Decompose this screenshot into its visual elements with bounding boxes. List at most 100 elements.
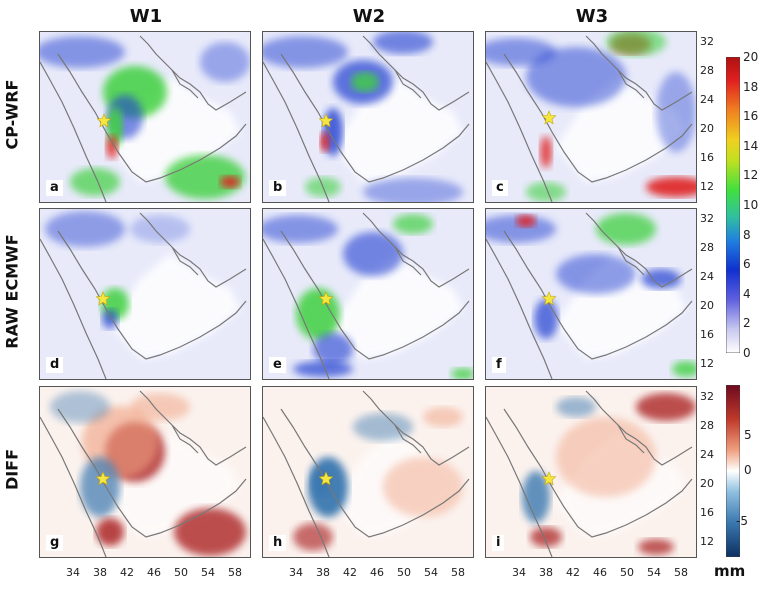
panel-label: a: [46, 180, 63, 196]
lon-tick-label: 54: [647, 566, 661, 579]
panel-label: c: [492, 180, 508, 196]
field-blob: [263, 36, 348, 68]
precip-colorbar-tick: 6: [743, 257, 751, 272]
star-marker: [541, 471, 557, 486]
coastline: [263, 416, 330, 557]
coastline: [486, 416, 553, 557]
row-title-raw-ecmwf: RAW ECMWF: [2, 234, 22, 349]
field-blob: [320, 132, 330, 152]
field-blob: [556, 397, 596, 417]
lat-tick-label: 20: [700, 299, 714, 312]
field-blob: [423, 407, 463, 427]
lat-tick-label: 16: [700, 151, 714, 164]
map-field-i: [486, 387, 696, 557]
panel-label: d: [46, 357, 64, 373]
precip-colorbar-tick: 10: [743, 198, 759, 212]
coastline: [263, 61, 330, 202]
lon-tick-label: 38: [539, 566, 553, 579]
coastline: [171, 424, 199, 454]
lat-tick-label: 16: [700, 506, 714, 519]
unit-label: mm: [714, 562, 746, 580]
field-blob: [530, 527, 562, 547]
coastline: [617, 246, 645, 276]
coastline: [263, 238, 330, 379]
star-marker: [95, 471, 111, 486]
map-field-f: [486, 209, 696, 379]
precip-colorbar: [726, 57, 740, 353]
field-blob: [165, 155, 245, 199]
field-blob: [646, 177, 696, 197]
coastline: [503, 390, 693, 538]
lat-tick-label: 24: [700, 448, 714, 461]
field-blob: [534, 299, 558, 339]
lon-tick-label: 46: [593, 566, 607, 579]
precip-colorbar-tick: 18: [743, 79, 759, 94]
lat-tick-label: 12: [700, 535, 714, 548]
column-title-w1: W1: [129, 6, 163, 27]
field-blob: [393, 214, 433, 234]
row-title-diff: DIFF: [2, 448, 22, 491]
lon-tick-label: 54: [201, 566, 215, 579]
precip-colorbar-tick: 8: [743, 227, 751, 242]
field-blob: [106, 135, 118, 159]
panel-label: g: [46, 535, 64, 551]
field-blob: [293, 361, 353, 377]
diff-colorbar-tick: 5: [744, 428, 752, 442]
field-blob: [351, 72, 379, 92]
coastline: [40, 416, 107, 557]
map-panel-d: d: [39, 208, 251, 380]
field-blob: [293, 523, 333, 551]
map-field-g: [40, 387, 250, 557]
lon-tick-label: 58: [451, 566, 465, 579]
coastline: [57, 35, 247, 183]
coastline: [617, 424, 645, 454]
coastline: [171, 246, 199, 276]
map-panel-e: e: [262, 208, 474, 380]
lon-tick-label: 46: [370, 566, 384, 579]
field-blob: [451, 368, 473, 379]
field-blob: [353, 413, 413, 441]
map-panel-g: g: [39, 386, 251, 558]
panel-label: i: [492, 535, 505, 551]
field-blob: [296, 288, 340, 340]
field-blob: [522, 471, 550, 523]
lon-tick-label: 58: [228, 566, 242, 579]
diff-colorbar: [726, 385, 740, 557]
coastline: [394, 246, 422, 276]
lon-tick-label: 34: [289, 566, 303, 579]
field-blob: [70, 168, 120, 196]
precip-colorbar-tick: 2: [743, 316, 751, 331]
coastline: [57, 390, 247, 538]
lat-tick-label: 28: [700, 64, 714, 77]
coastline: [486, 238, 553, 379]
lon-tick-label: 34: [66, 566, 80, 579]
panel-label: e: [269, 357, 286, 373]
field-blob: [45, 211, 125, 247]
field-blob: [636, 393, 696, 421]
field-blob: [102, 309, 118, 329]
lat-tick-label: 12: [700, 357, 714, 370]
lon-tick-label: 58: [674, 566, 688, 579]
row-title-cp-wrf: CP-WRF: [2, 79, 22, 150]
lon-tick-label: 42: [120, 566, 134, 579]
coastline: [394, 69, 422, 99]
lon-tick-label: 50: [620, 566, 634, 579]
lon-tick-label: 54: [424, 566, 438, 579]
field-blob: [641, 269, 681, 289]
coastline: [394, 424, 422, 454]
coastline: [617, 69, 645, 99]
coastline: [57, 212, 247, 360]
precip-colorbar-tick: 16: [743, 109, 759, 124]
field-blob: [174, 508, 246, 556]
panel-label: f: [492, 357, 506, 373]
star-marker: [318, 113, 334, 128]
coastline: [280, 35, 470, 183]
coastline: [486, 61, 553, 202]
field-blob: [50, 391, 110, 423]
coastline: [280, 390, 470, 538]
precip-colorbar-tick: 12: [743, 168, 759, 183]
coastline: [40, 238, 107, 379]
map-panel-a: a: [39, 31, 251, 203]
column-title-w2: W2: [352, 6, 386, 27]
field-blob: [263, 215, 338, 243]
